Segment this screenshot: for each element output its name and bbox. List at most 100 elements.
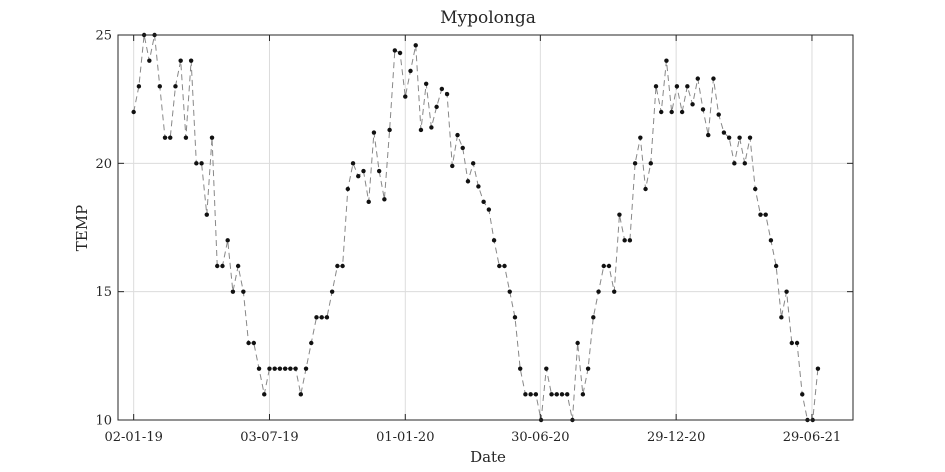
data-point (612, 289, 617, 294)
data-point (711, 76, 716, 81)
data-point (465, 179, 471, 184)
data-point (470, 161, 476, 166)
data-point (559, 392, 565, 397)
series-line (133, 34, 819, 421)
data-point (324, 315, 330, 320)
data-point (648, 161, 653, 166)
data-point (784, 289, 789, 294)
data-point (601, 263, 606, 269)
data-point (173, 84, 178, 89)
data-point (434, 104, 439, 110)
data-point (716, 112, 721, 117)
data-point (815, 366, 821, 371)
data-point (591, 315, 596, 320)
data-point (737, 135, 742, 140)
axes-ticks: 10 15 20 25 02-01-19 03-07-19 01-01-20 30-06-20… (95, 29, 853, 445)
data-point (408, 68, 413, 74)
data-point (329, 289, 335, 294)
data-point (565, 392, 570, 397)
data-point (230, 289, 236, 294)
data-point (554, 392, 559, 397)
data-point (382, 197, 387, 202)
grid (118, 35, 853, 420)
data-point (376, 168, 382, 174)
data-point (371, 130, 377, 135)
data-point (596, 289, 601, 294)
data-point (476, 184, 481, 189)
x-tick-label: 29-06-21 (783, 430, 841, 445)
data-point (653, 84, 659, 89)
data-point (758, 212, 763, 217)
data-point (585, 366, 591, 371)
data-point (314, 315, 319, 320)
data-point (706, 132, 711, 138)
data-point (580, 392, 586, 397)
data-point (209, 135, 215, 140)
data-point (220, 263, 225, 269)
data-point (147, 58, 152, 63)
data-point (350, 161, 356, 166)
data-point (162, 135, 168, 140)
data-point (136, 84, 142, 89)
data-point (204, 212, 209, 217)
data-point (309, 340, 314, 346)
data-point (215, 263, 220, 269)
data-point (460, 145, 465, 151)
y-tick-label: 10 (95, 414, 112, 429)
data-point (423, 81, 429, 86)
data-point (768, 238, 774, 243)
data-point (507, 289, 512, 294)
data-point (366, 199, 371, 205)
data-point (773, 263, 779, 269)
data-point (742, 161, 747, 166)
chart-title: Mypolonga (440, 8, 536, 28)
data-point (272, 366, 277, 371)
data-point (178, 58, 183, 63)
x-tick-label: 01-01-20 (376, 430, 434, 445)
data-point (627, 238, 633, 243)
data-point (497, 263, 502, 269)
data-point (194, 161, 199, 166)
data-point (168, 135, 173, 140)
data-point (188, 58, 194, 63)
data-point (763, 212, 768, 217)
data-point (622, 238, 627, 243)
data-point (747, 135, 753, 140)
data-point (303, 366, 309, 371)
data-point (335, 263, 340, 269)
data-point (685, 84, 690, 89)
data-point (632, 161, 638, 166)
data-point (251, 340, 257, 346)
data-point (293, 366, 298, 371)
data-point (726, 135, 732, 140)
data-point (486, 207, 492, 212)
data-point (241, 289, 246, 294)
data-point (502, 263, 507, 269)
data-point (549, 392, 554, 397)
data-point (267, 366, 272, 371)
data-point (235, 263, 241, 269)
data-point (753, 186, 758, 192)
y-tick-label: 25 (95, 29, 112, 44)
plot-frame (117, 34, 854, 421)
data-point (575, 340, 580, 346)
data-point (413, 43, 418, 48)
data-point (397, 50, 403, 56)
data-point (617, 212, 622, 217)
data-point (277, 366, 283, 371)
data-point (690, 102, 695, 107)
data-point (721, 130, 727, 135)
x-axis-label: Date (470, 448, 506, 466)
data-point (732, 161, 737, 166)
data-point (664, 58, 669, 63)
data-point (659, 109, 664, 115)
x-tick-label: 03-07-19 (240, 430, 298, 445)
data-point (544, 366, 549, 371)
data-point (387, 127, 392, 133)
data-point (246, 340, 251, 346)
x-tick-label: 02-01-19 (104, 430, 162, 445)
data-point (789, 340, 795, 346)
data-point (695, 76, 700, 81)
data-point (674, 84, 680, 89)
